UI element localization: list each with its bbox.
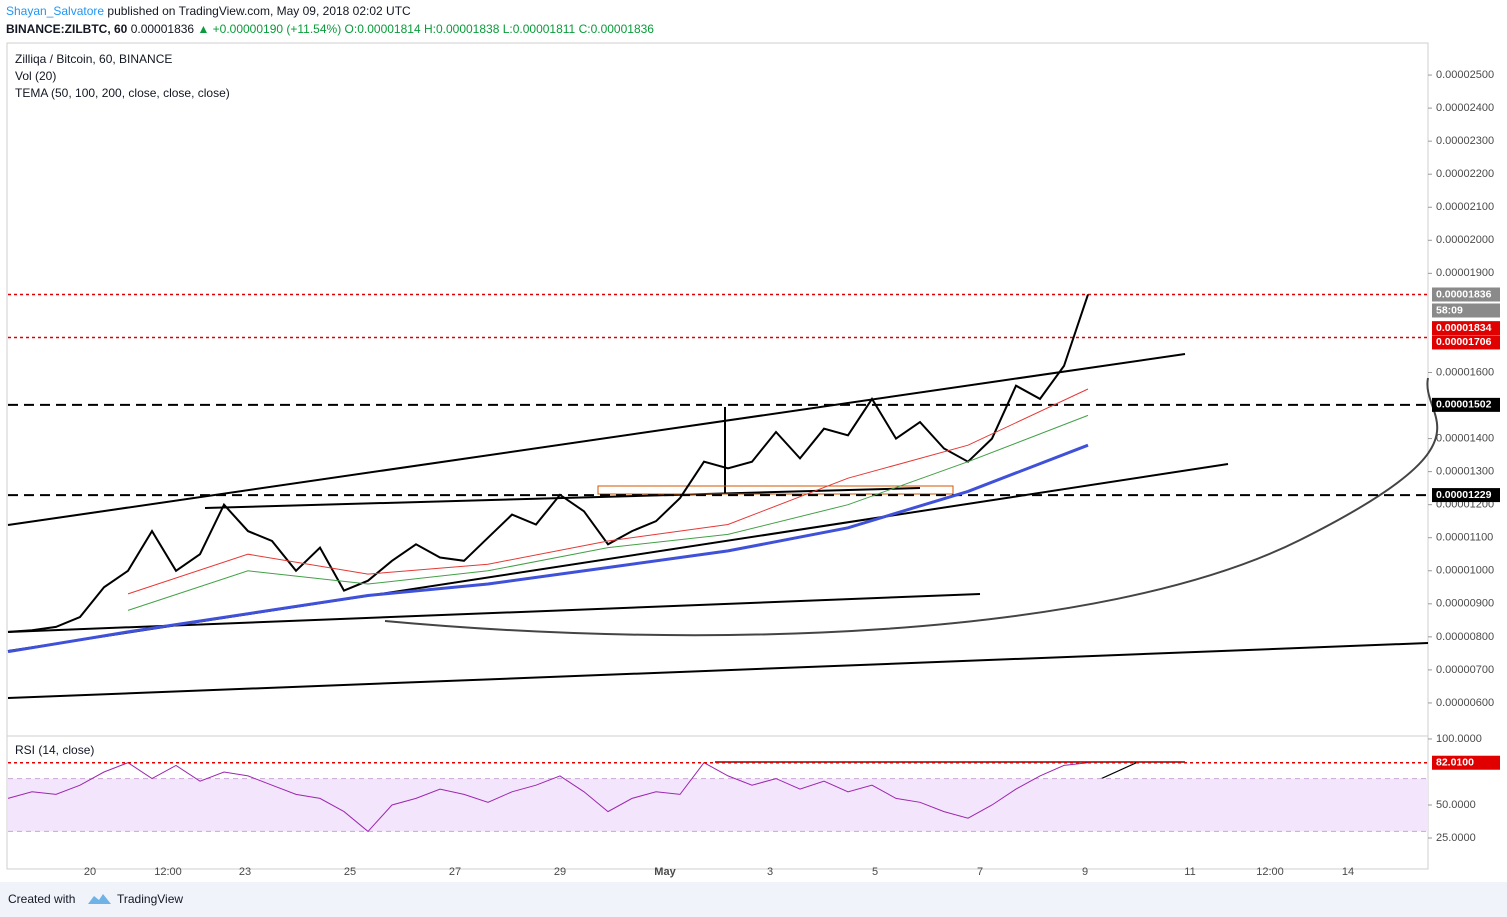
y-tick-label: 0.00001400 [1436,432,1494,444]
rsi-tick-label: 100.0000 [1436,733,1482,745]
trendline [7,642,1429,699]
y-tick-label: 0.00001600 [1436,366,1494,378]
y-tick-label: 0.00001900 [1436,267,1494,279]
tema-line [127,414,1089,611]
x-tick-label: 25 [344,866,356,878]
indicator: TEMA (50, 100, 200, close, close, close) [15,86,230,100]
x-tick-label: 3 [767,866,773,878]
level-tag: 0.00001836 [1436,288,1492,300]
x-tick-label: 9 [1082,866,1088,878]
trendline [204,487,921,509]
published: published on TradingView.com, May 09, 20… [104,4,411,18]
tema-line [127,388,1089,595]
change: ▲ +0.00000190 (+11.54%) [197,22,341,36]
y-tick-label: 0.00002500 [1436,69,1494,81]
footer-text: Created with [8,892,75,906]
header-line: Shayan_Salvatore published on TradingVie… [6,4,411,18]
countdown: 58:09 [1436,304,1463,316]
y-tick-label: 0.00001000 [1436,565,1494,577]
x-tick-label: 5 [872,866,878,878]
x-tick-label: 27 [449,866,461,878]
chart-title: Zilliqa / Bitcoin, 60, BINANCE [15,52,172,66]
close: C:0.00001836 [579,22,655,36]
bid-tag-bg [1432,321,1500,336]
y-tick-label: 0.00001100 [1436,532,1493,544]
high: H:0.00001838 [424,22,500,36]
level-tag-bg [1432,488,1500,503]
x-tick-label: 29 [554,866,566,878]
x-tick-label: May [654,866,676,878]
rsi-tick-label: 25.0000 [1436,832,1476,844]
rsi-level-tag-bg [1432,755,1500,770]
x-tick-label: 20 [84,866,96,878]
y-tick-label: 0.00000800 [1436,631,1494,643]
last: 0.00001836 [131,22,195,36]
y-tick-label: 0.00000700 [1436,664,1494,676]
rsi-line [7,762,1089,833]
trendline [7,353,1186,526]
x-tick-label: 12:00 [1256,866,1284,878]
x-tick-label: 23 [239,866,251,878]
y-tick-label: 0.00002100 [1436,201,1494,213]
indicator: Vol (20) [15,69,56,83]
level-tag: 0.00001229 [1436,489,1492,501]
level-tag-bg [1432,397,1500,412]
arc [384,377,1439,637]
open: O:0.00001814 [345,22,421,36]
rsi-level-tag: 82.0100 [1436,757,1474,769]
price-line [7,294,1089,633]
y-tick-label: 0.00000900 [1436,598,1494,610]
pane-border [6,42,1429,870]
level-tag: 0.00001706 [1436,336,1492,348]
y-tick-label: 0.00002200 [1436,168,1494,180]
symbol-line: BINANCE:ZILBTC, 60 0.00001836 ▲ +0.00000… [6,22,654,36]
level-tag-bg [1432,287,1500,302]
level-tag-bg [1432,335,1500,350]
y-tick-label: 0.00002300 [1436,135,1494,147]
rsi-title: RSI (14, close) [15,743,94,757]
symbol: BINANCE:ZILBTC, 60 [6,22,128,36]
y-tick-label: 0.00000600 [1436,697,1494,709]
x-tick-label: 12:00 [154,866,182,878]
author[interactable]: Shayan_Salvatore [6,4,104,18]
y-tick-label: 0.00002000 [1436,234,1494,246]
level-tag: 0.00001502 [1436,399,1492,411]
box [597,485,954,495]
footer-brand[interactable]: TradingView [117,892,183,906]
y-tick-label: 0.00002400 [1436,102,1494,114]
tema-line [7,443,1089,654]
logo [88,894,111,904]
bid-tag: 0.00001834 [1436,322,1492,334]
footer [0,882,1507,917]
x-tick-label: 14 [1342,866,1354,878]
countdown-bg [1432,303,1500,318]
x-tick-label: 11 [1184,866,1195,878]
rsi-tick-label: 50.0000 [1436,799,1476,811]
rsi-band [8,778,1428,832]
x-tick-label: 7 [977,866,983,878]
low: L:0.00001811 [503,22,576,36]
y-tick-label: 0.00001300 [1436,466,1494,478]
